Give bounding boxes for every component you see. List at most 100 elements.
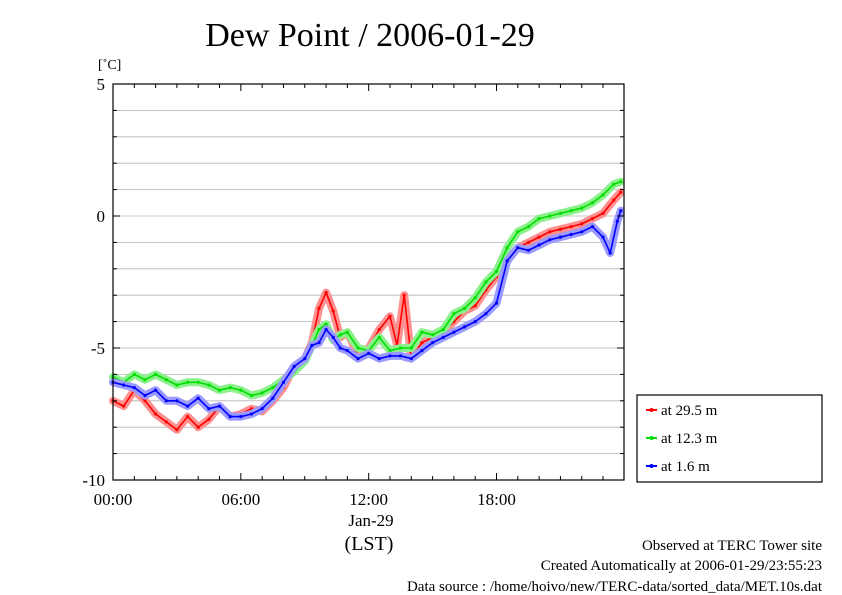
data-point xyxy=(558,211,563,215)
footer-created: Created Automatically at 2006-01-29/23:5… xyxy=(541,558,822,574)
data-point xyxy=(569,209,573,213)
data-point xyxy=(175,428,179,432)
data-point xyxy=(186,404,190,408)
data-point xyxy=(164,399,168,403)
data-point xyxy=(402,293,406,297)
data-point xyxy=(324,291,328,295)
data-point xyxy=(420,341,424,345)
data-point xyxy=(317,306,321,310)
data-point xyxy=(452,330,456,334)
y-tick-label: 0 xyxy=(97,207,106,226)
data-point xyxy=(590,225,595,229)
data-point xyxy=(505,246,509,250)
x-tick-label: 00:00 xyxy=(94,490,133,509)
data-point xyxy=(122,404,126,408)
data-point xyxy=(619,180,623,184)
y-tick-label: 5 xyxy=(97,75,106,94)
data-point xyxy=(317,327,321,332)
data-point xyxy=(537,217,541,221)
y-tick-label: -5 xyxy=(91,339,105,358)
data-point xyxy=(164,378,168,382)
data-point xyxy=(356,346,360,350)
data-point xyxy=(207,407,211,411)
data-point xyxy=(388,354,392,358)
data-point xyxy=(409,346,413,350)
data-point xyxy=(388,349,392,353)
data-point xyxy=(473,296,477,300)
data-point xyxy=(608,251,612,255)
data-point xyxy=(420,349,424,353)
legend-item: at 1.6 m xyxy=(646,459,710,475)
data-point xyxy=(580,230,584,234)
data-point xyxy=(463,325,467,329)
data-point xyxy=(420,330,424,334)
data-point xyxy=(228,386,232,390)
data-point xyxy=(132,386,136,390)
x-tick-label: 12:00 xyxy=(349,490,388,509)
data-point xyxy=(399,354,403,358)
data-point xyxy=(580,206,584,210)
series-3 xyxy=(109,206,625,421)
data-point xyxy=(143,393,147,398)
data-point xyxy=(484,280,488,284)
data-point xyxy=(239,388,243,392)
data-point xyxy=(132,372,136,376)
data-point xyxy=(452,312,456,316)
x-axis: 00:00 06:00 12:00 18:00 xyxy=(94,84,625,509)
legend-marker xyxy=(649,464,654,468)
series-2 xyxy=(109,177,625,400)
data-point xyxy=(548,238,552,242)
data-point xyxy=(186,415,190,419)
data-point xyxy=(122,383,126,387)
data-point xyxy=(590,217,595,221)
series-line xyxy=(112,191,622,431)
data-point xyxy=(175,383,179,387)
footer-observed: Observed at TERC Tower site xyxy=(642,538,822,554)
data-point xyxy=(292,364,296,369)
data-point xyxy=(345,349,349,353)
data-point xyxy=(338,346,342,350)
data-point xyxy=(324,327,328,332)
data-point xyxy=(399,346,403,350)
data-point xyxy=(431,341,435,345)
series-band xyxy=(109,177,625,400)
data-point xyxy=(239,415,243,419)
data-point xyxy=(303,357,307,361)
data-point xyxy=(143,399,147,403)
chart-title: Dew Point / 2006-01-29 xyxy=(205,17,535,54)
data-point xyxy=(249,393,254,398)
data-point xyxy=(345,330,349,334)
data-point xyxy=(494,269,499,273)
data-point xyxy=(281,380,286,384)
data-point xyxy=(228,415,232,419)
y-axis: 5 0 -5 -10 xyxy=(82,75,624,490)
legend: at 29.5 m at 12.3 m at 1.6 m xyxy=(636,394,823,483)
data-point xyxy=(558,235,563,239)
data-point xyxy=(615,219,619,223)
data-point xyxy=(601,235,605,239)
data-point xyxy=(324,322,328,326)
data-point xyxy=(356,357,360,361)
data-point xyxy=(569,225,573,229)
series-layer xyxy=(109,177,625,434)
data-point xyxy=(494,301,499,305)
x-tick-label: 18:00 xyxy=(477,490,516,509)
data-point xyxy=(207,417,211,421)
data-point xyxy=(249,412,254,416)
legend-label: at 1.6 m xyxy=(661,459,710,475)
data-point xyxy=(548,214,552,218)
data-point xyxy=(175,399,179,403)
data-point xyxy=(154,372,158,376)
y-tick-label: -10 xyxy=(82,471,105,490)
legend-label: at 12.3 m xyxy=(661,431,718,447)
data-point xyxy=(441,335,445,339)
data-point xyxy=(217,388,222,392)
data-point xyxy=(619,209,623,213)
data-point xyxy=(409,357,413,361)
data-point xyxy=(548,230,552,234)
data-point xyxy=(207,383,211,387)
data-point xyxy=(260,391,264,395)
data-point xyxy=(331,309,335,313)
data-point xyxy=(590,201,595,205)
data-point xyxy=(260,407,264,411)
